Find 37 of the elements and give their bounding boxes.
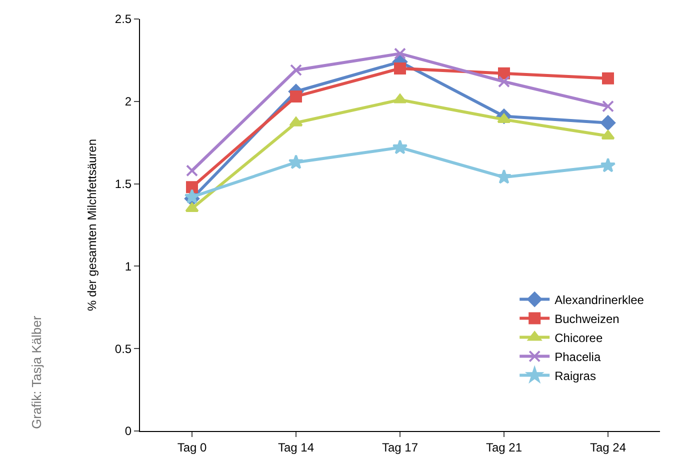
- x-tick-label: Tag 17: [382, 440, 418, 454]
- point: [394, 62, 406, 74]
- y-tick-label: 0: [124, 424, 132, 438]
- point: [185, 202, 199, 212]
- y-axis-title: % der gesamten Milchfettsäuren: [85, 138, 100, 312]
- point: [289, 116, 303, 126]
- x-tick-label: Tag 0: [177, 440, 207, 454]
- legend-label: Buchweizen: [554, 312, 620, 326]
- y-tick-label: 2.5: [114, 12, 132, 26]
- legend-label: Raigras: [554, 368, 596, 383]
- x-tick-label: Tag 21: [486, 440, 522, 454]
- point: [186, 164, 198, 177]
- point: [186, 181, 198, 194]
- legend-label: Alexandrinerklee: [554, 292, 644, 307]
- point: [498, 67, 510, 80]
- point: [600, 115, 616, 130]
- point: [601, 130, 615, 140]
- y-tick-label: 2: [124, 94, 132, 109]
- point: [602, 100, 614, 112]
- text: Grafik: Tasja Kälber: [29, 315, 44, 429]
- point: [498, 76, 510, 88]
- legend-label: Chicoree: [554, 330, 603, 345]
- point: [290, 90, 302, 102]
- point: [394, 48, 406, 60]
- x-tick-label: Tag 14: [278, 440, 314, 454]
- point: [392, 140, 408, 154]
- y-tick-label: 1: [124, 259, 132, 274]
- point: [393, 94, 407, 104]
- y-tick-label: 0.5: [114, 342, 132, 356]
- point: [288, 154, 304, 170]
- point: [600, 158, 616, 172]
- legend-label: Phacelia: [554, 350, 601, 364]
- point: [290, 64, 302, 76]
- y-tick-label: 1.5: [114, 177, 132, 191]
- point: [497, 114, 511, 124]
- x-tick-label: Tag 24: [590, 440, 626, 454]
- point: [602, 72, 614, 84]
